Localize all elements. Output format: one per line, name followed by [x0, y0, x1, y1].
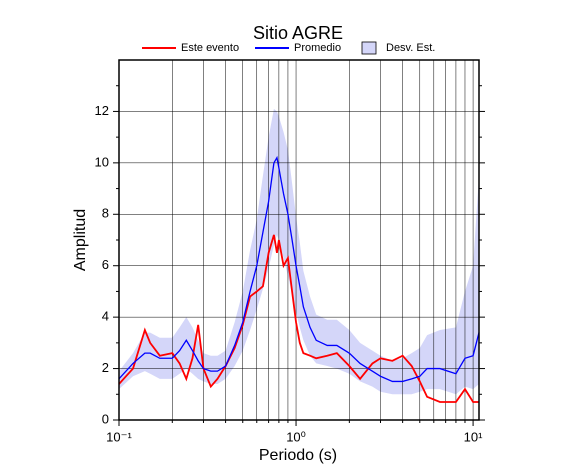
y-tick-label: 12 [95, 103, 109, 118]
y-axis-label: Amplitud [72, 209, 89, 271]
std-band [119, 108, 479, 395]
legend-swatch [361, 41, 377, 55]
x-tick-label: 10⁻¹ [106, 429, 132, 444]
chart-title: Sitio AGRE [253, 23, 343, 43]
x-tick-label: 10⁰ [286, 429, 306, 444]
y-tick-label: 8 [102, 206, 109, 221]
series-line [118, 234, 479, 403]
y-tick-label: 4 [102, 309, 109, 324]
x-axis-label: Periodo (s) [259, 447, 337, 464]
y-tick-label: 6 [102, 257, 109, 272]
legend-label: Este evento [181, 42, 239, 54]
series-line [118, 155, 480, 383]
y-tick-label: 10 [95, 154, 109, 169]
legend-label: Desv. Est. [386, 42, 435, 54]
y-tick-label: 0 [102, 411, 109, 426]
y-tick-label: 2 [102, 360, 109, 375]
x-tick-label: 10¹ [464, 429, 483, 444]
legend-label: Promedio [294, 42, 341, 54]
